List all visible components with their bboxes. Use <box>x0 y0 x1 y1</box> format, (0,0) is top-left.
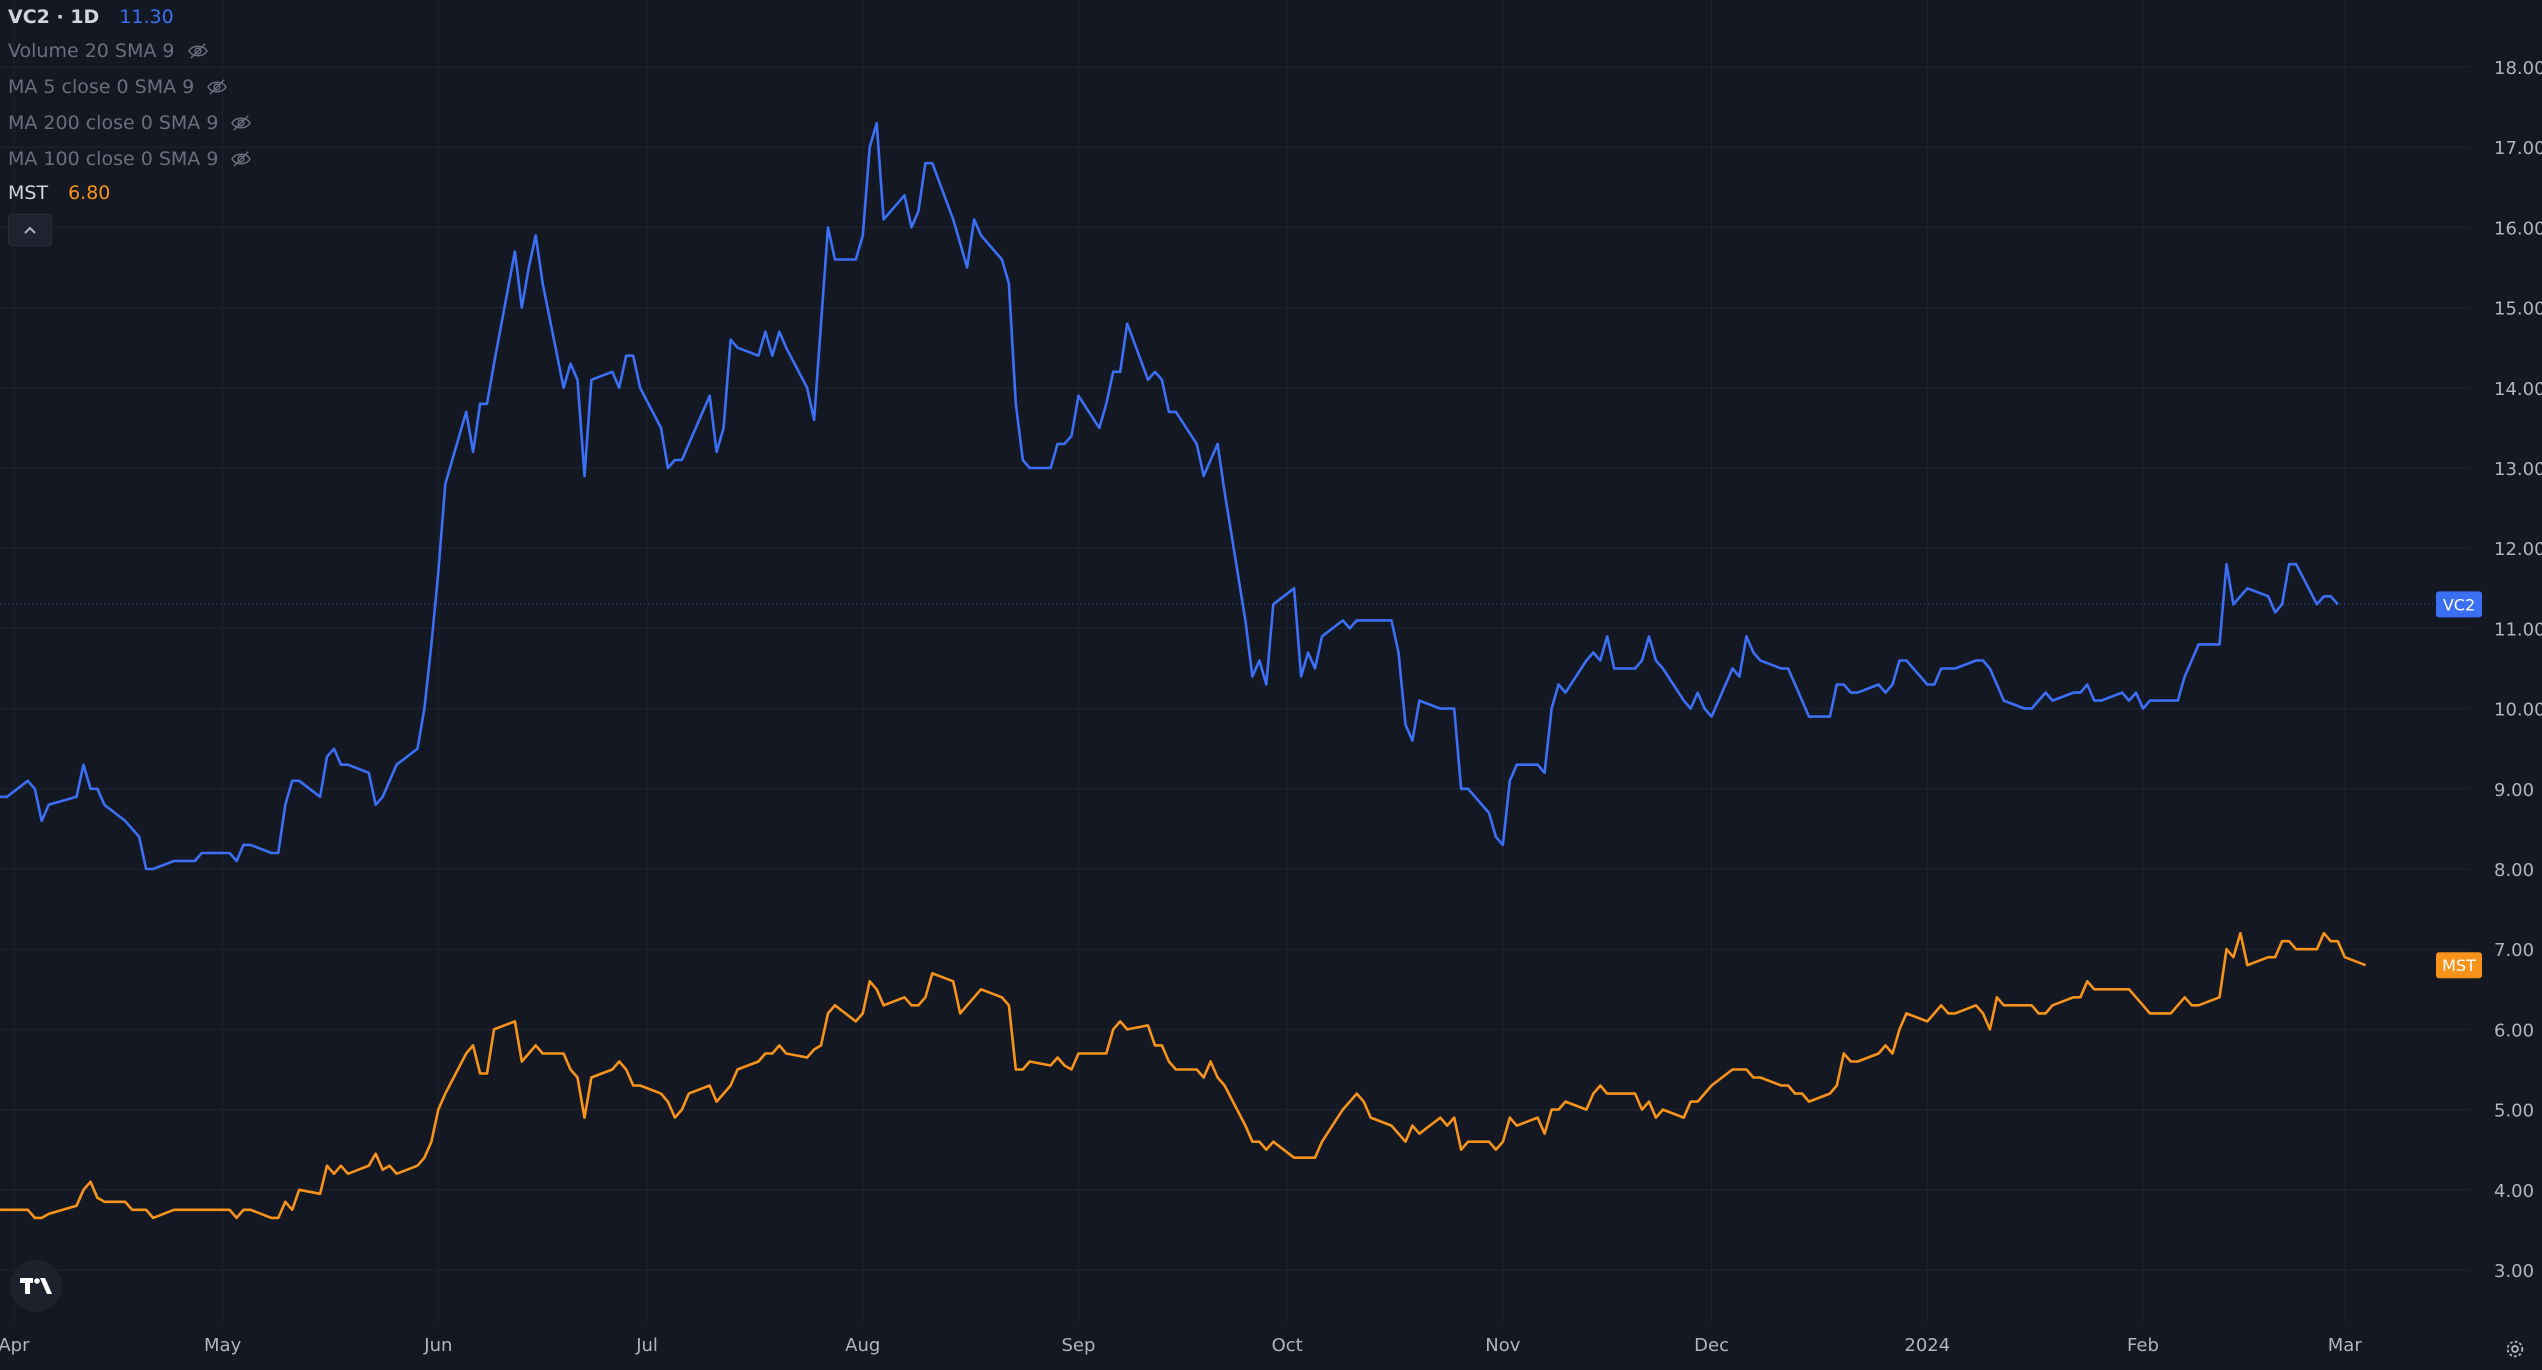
y-tick-label: 16.00 <box>2494 218 2542 239</box>
symbol-label: VC2 · 1D <box>8 6 100 28</box>
symbol-value: 11.30 <box>119 6 174 28</box>
x-tick-label: Dec <box>1694 1335 1729 1356</box>
compare-symbol-value: 6.80 <box>68 182 111 204</box>
y-tick-label: 4.00 <box>2494 1181 2534 1202</box>
legend-collapse-button[interactable] <box>8 214 52 246</box>
x-tick-label: Jun <box>423 1335 452 1356</box>
x-tick-label: Jul <box>635 1335 658 1356</box>
y-tick-label: 15.00 <box>2494 299 2542 320</box>
chevron-up-icon <box>24 226 36 234</box>
study-ma200[interactable]: MA 200 close 0 SMA 9 <box>8 108 252 138</box>
y-tick-label: 5.00 <box>2494 1101 2534 1122</box>
tradingview-logo-icon <box>20 1278 52 1294</box>
y-tick-label: 8.00 <box>2494 860 2534 881</box>
last-value-badge <box>2436 591 2482 618</box>
eye-slash-icon[interactable] <box>206 78 228 96</box>
x-tick-label: Oct <box>1272 1335 1303 1356</box>
y-tick-label: 9.00 <box>2494 780 2534 801</box>
study-label: MA 100 close 0 SMA 9 <box>8 148 219 170</box>
y-tick-label: 7.00 <box>2494 940 2534 961</box>
grid-layer <box>0 0 2470 1322</box>
x-tick-label: Mar <box>2328 1335 2363 1356</box>
y-tick-label: 18.00 <box>2494 58 2542 79</box>
study-volume[interactable]: Volume 20 SMA 9 <box>8 36 209 66</box>
series-line-mst <box>0 931 2367 1220</box>
y-tick-label: 12.00 <box>2494 539 2542 560</box>
eye-slash-icon[interactable] <box>230 150 252 168</box>
last-value-label-mst: MST <box>2436 952 2482 979</box>
y-tick-label: 10.00 <box>2494 700 2542 721</box>
x-tick-label: Sep <box>1061 1335 1095 1356</box>
study-ma100[interactable]: MA 100 close 0 SMA 9 <box>8 144 252 174</box>
x-tick-label: 2024 <box>1904 1335 1950 1356</box>
y-tick-label: 11.00 <box>2494 619 2542 640</box>
x-tick-label: Nov <box>1485 1335 1520 1356</box>
eye-slash-icon[interactable] <box>230 114 252 132</box>
legend-main-series[interactable]: VC2 · 1D 11.30 <box>8 2 174 32</box>
x-tick-label: Apr <box>0 1335 30 1356</box>
last-value-badge <box>2436 952 2482 979</box>
study-label: Volume 20 SMA 9 <box>8 40 175 62</box>
time-axis[interactable]: Apr May Jun Jul Aug Sep Oct Nov Dec 2024 Feb Mar <box>0 1335 2362 1356</box>
gear-icon <box>2506 1340 2524 1358</box>
last-value-labels: VC2 MST <box>0 591 2482 979</box>
series-line-vc2 <box>0 121 2339 871</box>
legend-compare-series[interactable]: MST 6.80 <box>8 178 110 208</box>
study-label: MA 200 close 0 SMA 9 <box>8 112 219 134</box>
series-vc2 <box>0 121 2339 871</box>
series-mst <box>0 931 2367 1220</box>
last-value-text: VC2 <box>2443 595 2475 614</box>
y-tick-label: 6.00 <box>2494 1020 2534 1041</box>
eye-slash-icon[interactable] <box>187 42 209 60</box>
study-label: MA 5 close 0 SMA 9 <box>8 76 195 98</box>
y-tick-label: 14.00 <box>2494 379 2542 400</box>
last-value-label-vc2: VC2 <box>2436 591 2482 618</box>
chart-settings-button[interactable] <box>2502 1336 2528 1362</box>
y-tick-label: 3.00 <box>2494 1261 2534 1282</box>
y-tick-label: 13.00 <box>2494 459 2542 480</box>
compare-symbol-label: MST <box>8 182 49 204</box>
y-tick-label: 17.00 <box>2494 138 2542 159</box>
tradingview-logo[interactable] <box>10 1260 62 1312</box>
price-axis[interactable]: 3.00 4.00 5.00 6.00 7.00 8.00 9.00 10.00 11.00 12… <box>2494 58 2542 1282</box>
x-tick-label: May <box>204 1335 242 1356</box>
last-value-text: MST <box>2442 956 2476 975</box>
x-tick-label: Aug <box>845 1335 880 1356</box>
x-tick-label: Feb <box>2127 1335 2159 1356</box>
study-ma5[interactable]: MA 5 close 0 SMA 9 <box>8 72 228 102</box>
